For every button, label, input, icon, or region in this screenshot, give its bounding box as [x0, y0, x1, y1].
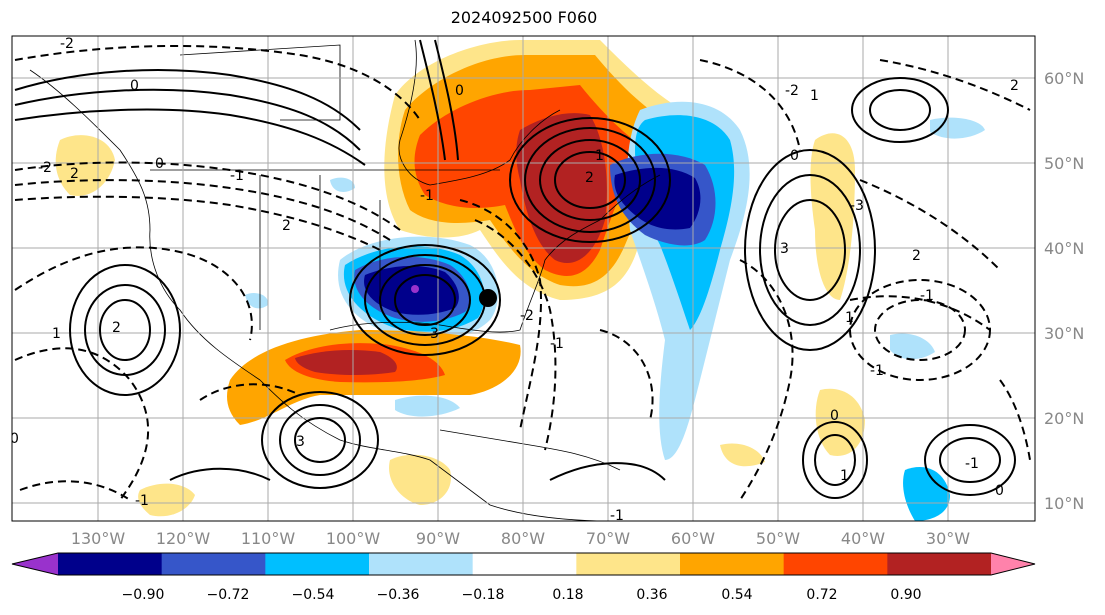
contour-label: 0: [155, 156, 164, 172]
lon-label: 40°W: [841, 529, 885, 548]
contour-label: -1: [965, 456, 979, 472]
lat-label: 30°N: [1044, 324, 1084, 343]
contour-labels: -2 0 -2 2 0 -1 1 2 3 -1 0 2 0 -1 -2 1 2 …: [10, 36, 1019, 524]
map-frame: [11, 35, 1036, 522]
gridlines: [12, 36, 1035, 521]
lon-label: 60°W: [671, 529, 715, 548]
contour-label: -1: [420, 188, 434, 204]
contour-label: 0: [455, 83, 464, 99]
colorbar-tick-label: −0.18: [462, 587, 505, 603]
colorbar-segment: [887, 553, 992, 575]
colorbar-segment: [161, 553, 266, 575]
lat-label: 40°N: [1044, 239, 1084, 258]
contour-label: 0: [995, 483, 1004, 499]
colorbar-outline: [11, 552, 1036, 576]
contour-label: 3: [430, 326, 439, 342]
contour-label: 0: [830, 408, 839, 424]
contour-label: 1: [52, 326, 61, 342]
contour-label: 2: [912, 248, 921, 264]
contour-label: -2: [785, 83, 799, 99]
contour-label: 0: [790, 148, 799, 164]
lat-label: 10°N: [1044, 494, 1084, 513]
colorbar-segment: [680, 553, 785, 575]
colorbar-tick-label: 0.18: [552, 587, 583, 603]
latitude-labels: 60°N 50°N 40°N 30°N 20°N 10°N: [1044, 69, 1084, 513]
colorbar-segment: [576, 553, 681, 575]
contour-label: 2: [70, 166, 79, 182]
contour-label: -1: [610, 508, 624, 524]
contour-label: -1: [230, 168, 244, 184]
colorbar-extend-max: [991, 553, 1035, 575]
contour-label: 1: [840, 468, 849, 484]
contour-label: 2: [282, 218, 291, 234]
contour-label: 2: [1010, 78, 1019, 94]
coastlines: [29, 39, 661, 521]
colorbar-tick-label: −0.36: [377, 587, 420, 603]
colorbar-segment: [265, 553, 370, 575]
colorbar-tick-label: −0.90: [122, 587, 165, 603]
contour-label: 3: [296, 434, 305, 450]
lon-label: 130°W: [71, 529, 126, 548]
map-title: 2024092500 F060: [450, 8, 598, 27]
contour-label: 2: [585, 170, 594, 186]
lon-label: 50°W: [756, 529, 800, 548]
contour-label: 0: [10, 431, 19, 447]
map-panel: -2 0 -2 2 0 -1 1 2 3 -1 0 2 0 -1 -2 1 2 …: [10, 36, 1035, 524]
contour-label: 0: [130, 78, 139, 94]
colorbar-tick-label: 0.54: [721, 587, 752, 603]
contour-label: -2: [38, 160, 52, 176]
colorbar-segment: [369, 553, 474, 575]
lon-label: 100°W: [326, 529, 381, 548]
contour-label: 2: [112, 320, 121, 336]
colorbar-segment: [783, 553, 888, 575]
shaded-field: [55, 40, 985, 521]
colorbar-ticks: −0.90 −0.72 −0.54 −0.36 −0.18 0.18 0.36 …: [122, 587, 922, 603]
contour-label: -1: [135, 493, 149, 509]
dashed-contours: [14, 44, 1031, 501]
colorbar-segment: [472, 553, 577, 575]
colorbar-segment: [58, 553, 163, 575]
longitude-labels: 130°W 120°W 110°W 100°W 90°W 80°W 70°W 6…: [71, 529, 970, 548]
lon-label: 120°W: [156, 529, 211, 548]
colorbar-tick-label: −0.72: [207, 587, 250, 603]
contour-label: 1: [845, 310, 854, 326]
lon-label: 30°W: [926, 529, 970, 548]
lon-label: 80°W: [501, 529, 545, 548]
colorbar-tick-label: 0.72: [806, 587, 837, 603]
contour-label: -1: [870, 363, 884, 379]
contour-label: -1: [550, 336, 564, 352]
contour-label: 1: [810, 88, 819, 104]
lat-label: 20°N: [1044, 409, 1084, 428]
contour-label: -2: [60, 36, 74, 52]
colorbar-tick-label: −0.54: [292, 587, 335, 603]
contour-label: -2: [520, 308, 534, 324]
colorbar-tick-label: 0.36: [636, 587, 667, 603]
lat-label: 50°N: [1044, 154, 1084, 173]
contour-label: -3: [850, 198, 864, 214]
storm-center-marker: [479, 289, 497, 307]
lon-label: 70°W: [586, 529, 630, 548]
contour-label: -1: [920, 288, 934, 304]
lat-label: 60°N: [1044, 69, 1084, 88]
lon-label: 110°W: [241, 529, 296, 548]
contour-label: 1: [595, 148, 604, 164]
colorbar-tick-label: 0.90: [890, 587, 921, 603]
solid-contours: [14, 39, 1016, 499]
colorbar: [11, 552, 1036, 576]
contour-label: 3: [780, 241, 789, 257]
lon-label: 90°W: [416, 529, 460, 548]
colorbar-extend-min: [12, 553, 58, 575]
